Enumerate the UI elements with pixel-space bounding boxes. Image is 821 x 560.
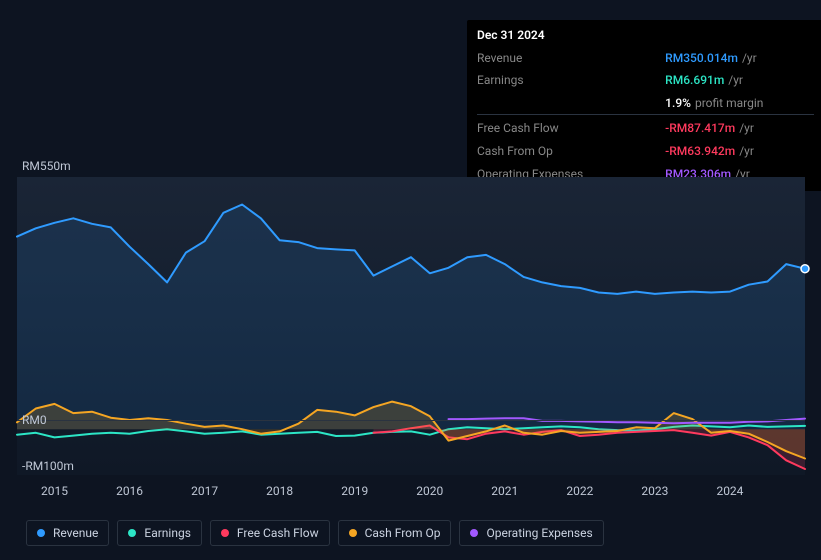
tooltip-date: Dec 31 2024 — [477, 26, 814, 45]
tooltip-table: RevenueRM350.014m/yr EarningsRM6.691m/yr 1… — [477, 47, 814, 186]
tooltip-row-suffix: profit margin — [695, 96, 763, 110]
legend-item-revenue[interactable]: Revenue — [26, 520, 109, 546]
tooltip-row-label — [477, 92, 665, 115]
tooltip-row-suffix: /yr — [728, 73, 743, 87]
tooltip-row-suffix: /yr — [739, 121, 754, 135]
legend-label: Free Cash Flow — [237, 526, 319, 540]
tooltip-row-value: -RM87.417m — [665, 121, 735, 135]
tooltip-row-label: Earnings — [477, 69, 665, 92]
chart-svg — [17, 177, 805, 475]
tooltip-row-value: -RM63.942m — [665, 144, 735, 158]
legend-dot-icon — [37, 529, 45, 537]
gridline-zero — [17, 420, 805, 421]
x-axis-label: 2021 — [491, 484, 518, 498]
chart-plot-area[interactable] — [17, 177, 805, 475]
tooltip-row-value: RM350.014m — [665, 51, 738, 65]
y-axis-label: RM550m — [22, 159, 71, 173]
legend-item-free-cash-flow[interactable]: Free Cash Flow — [210, 520, 330, 546]
tooltip-row-label: Revenue — [477, 47, 665, 70]
x-axis-label: 2019 — [341, 484, 368, 498]
series-area-revenue — [17, 205, 805, 430]
tooltip-row-suffix: /yr — [739, 144, 754, 158]
legend-label: Earnings — [144, 526, 191, 540]
legend-item-operating-expenses[interactable]: Operating Expenses — [459, 520, 603, 546]
tooltip-row-label: Cash From Op — [477, 140, 665, 163]
chart-legend: Revenue Earnings Free Cash Flow Cash From O… — [26, 520, 604, 546]
chart-container: Dec 31 2024 RevenueRM350.014m/yrEarnings… — [0, 0, 821, 560]
legend-dot-icon — [128, 529, 136, 537]
data-tooltip: Dec 31 2024 RevenueRM350.014m/yr Earnings… — [467, 20, 821, 191]
legend-label: Revenue — [53, 526, 98, 540]
legend-item-cash-from-op[interactable]: Cash From Op — [338, 520, 452, 546]
y-axis-label: RM0 — [22, 413, 47, 427]
x-axis-label: 2015 — [41, 484, 68, 498]
legend-dot-icon — [221, 529, 229, 537]
tooltip-row-suffix: /yr — [742, 51, 757, 65]
x-axis-label: 2016 — [116, 484, 143, 498]
legend-label: Cash From Op — [365, 526, 441, 540]
legend-label: Operating Expenses — [486, 526, 592, 540]
x-axis-label: 2023 — [641, 484, 668, 498]
y-axis-label: -RM100m — [22, 459, 74, 473]
highlight-marker — [801, 265, 809, 273]
tooltip-row-label: Free Cash Flow — [477, 115, 665, 140]
legend-dot-icon — [349, 529, 357, 537]
x-axis-label: 2018 — [266, 484, 293, 498]
x-axis-label: 2022 — [566, 484, 593, 498]
legend-item-earnings[interactable]: Earnings — [117, 520, 202, 546]
tooltip-row-value: RM6.691m — [665, 73, 724, 87]
x-axis-label: 2017 — [191, 484, 218, 498]
legend-dot-icon — [470, 529, 478, 537]
x-axis-label: 2024 — [716, 484, 743, 498]
tooltip-row-value: 1.9% — [665, 96, 691, 110]
x-axis-label: 2020 — [416, 484, 443, 498]
